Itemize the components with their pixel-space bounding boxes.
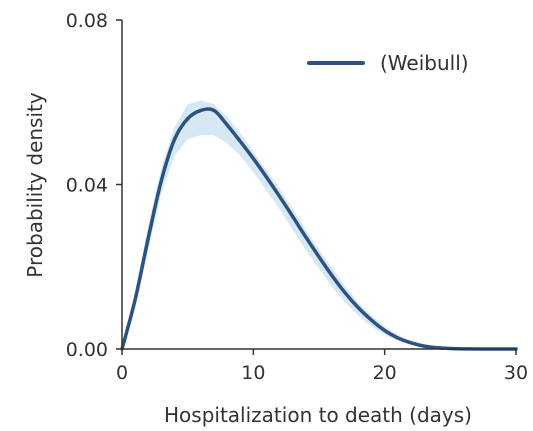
y-tick-label: 0.04: [66, 175, 108, 197]
confidence-band: [122, 100, 516, 349]
y-tick-label: 0.00: [66, 339, 108, 361]
x-tick-label: 10: [241, 362, 265, 384]
series-line-weibull: [120, 107, 518, 351]
density-line-layer: [120, 107, 518, 351]
x-tick-label: 30: [504, 362, 528, 384]
x-axis-label: Hospitalization to death (days): [164, 403, 472, 427]
y-axis-label: Probability density: [23, 92, 47, 278]
axes: 0 10 20 30 0.00 0.04 0.08: [66, 10, 528, 384]
x-tick-label: 20: [373, 362, 397, 384]
legend: (Weibull): [307, 51, 469, 75]
x-tick-label: 0: [116, 362, 128, 384]
confidence-band-layer: [122, 100, 516, 349]
legend-label: (Weibull): [380, 51, 469, 75]
y-tick-label: 0.08: [66, 10, 108, 32]
